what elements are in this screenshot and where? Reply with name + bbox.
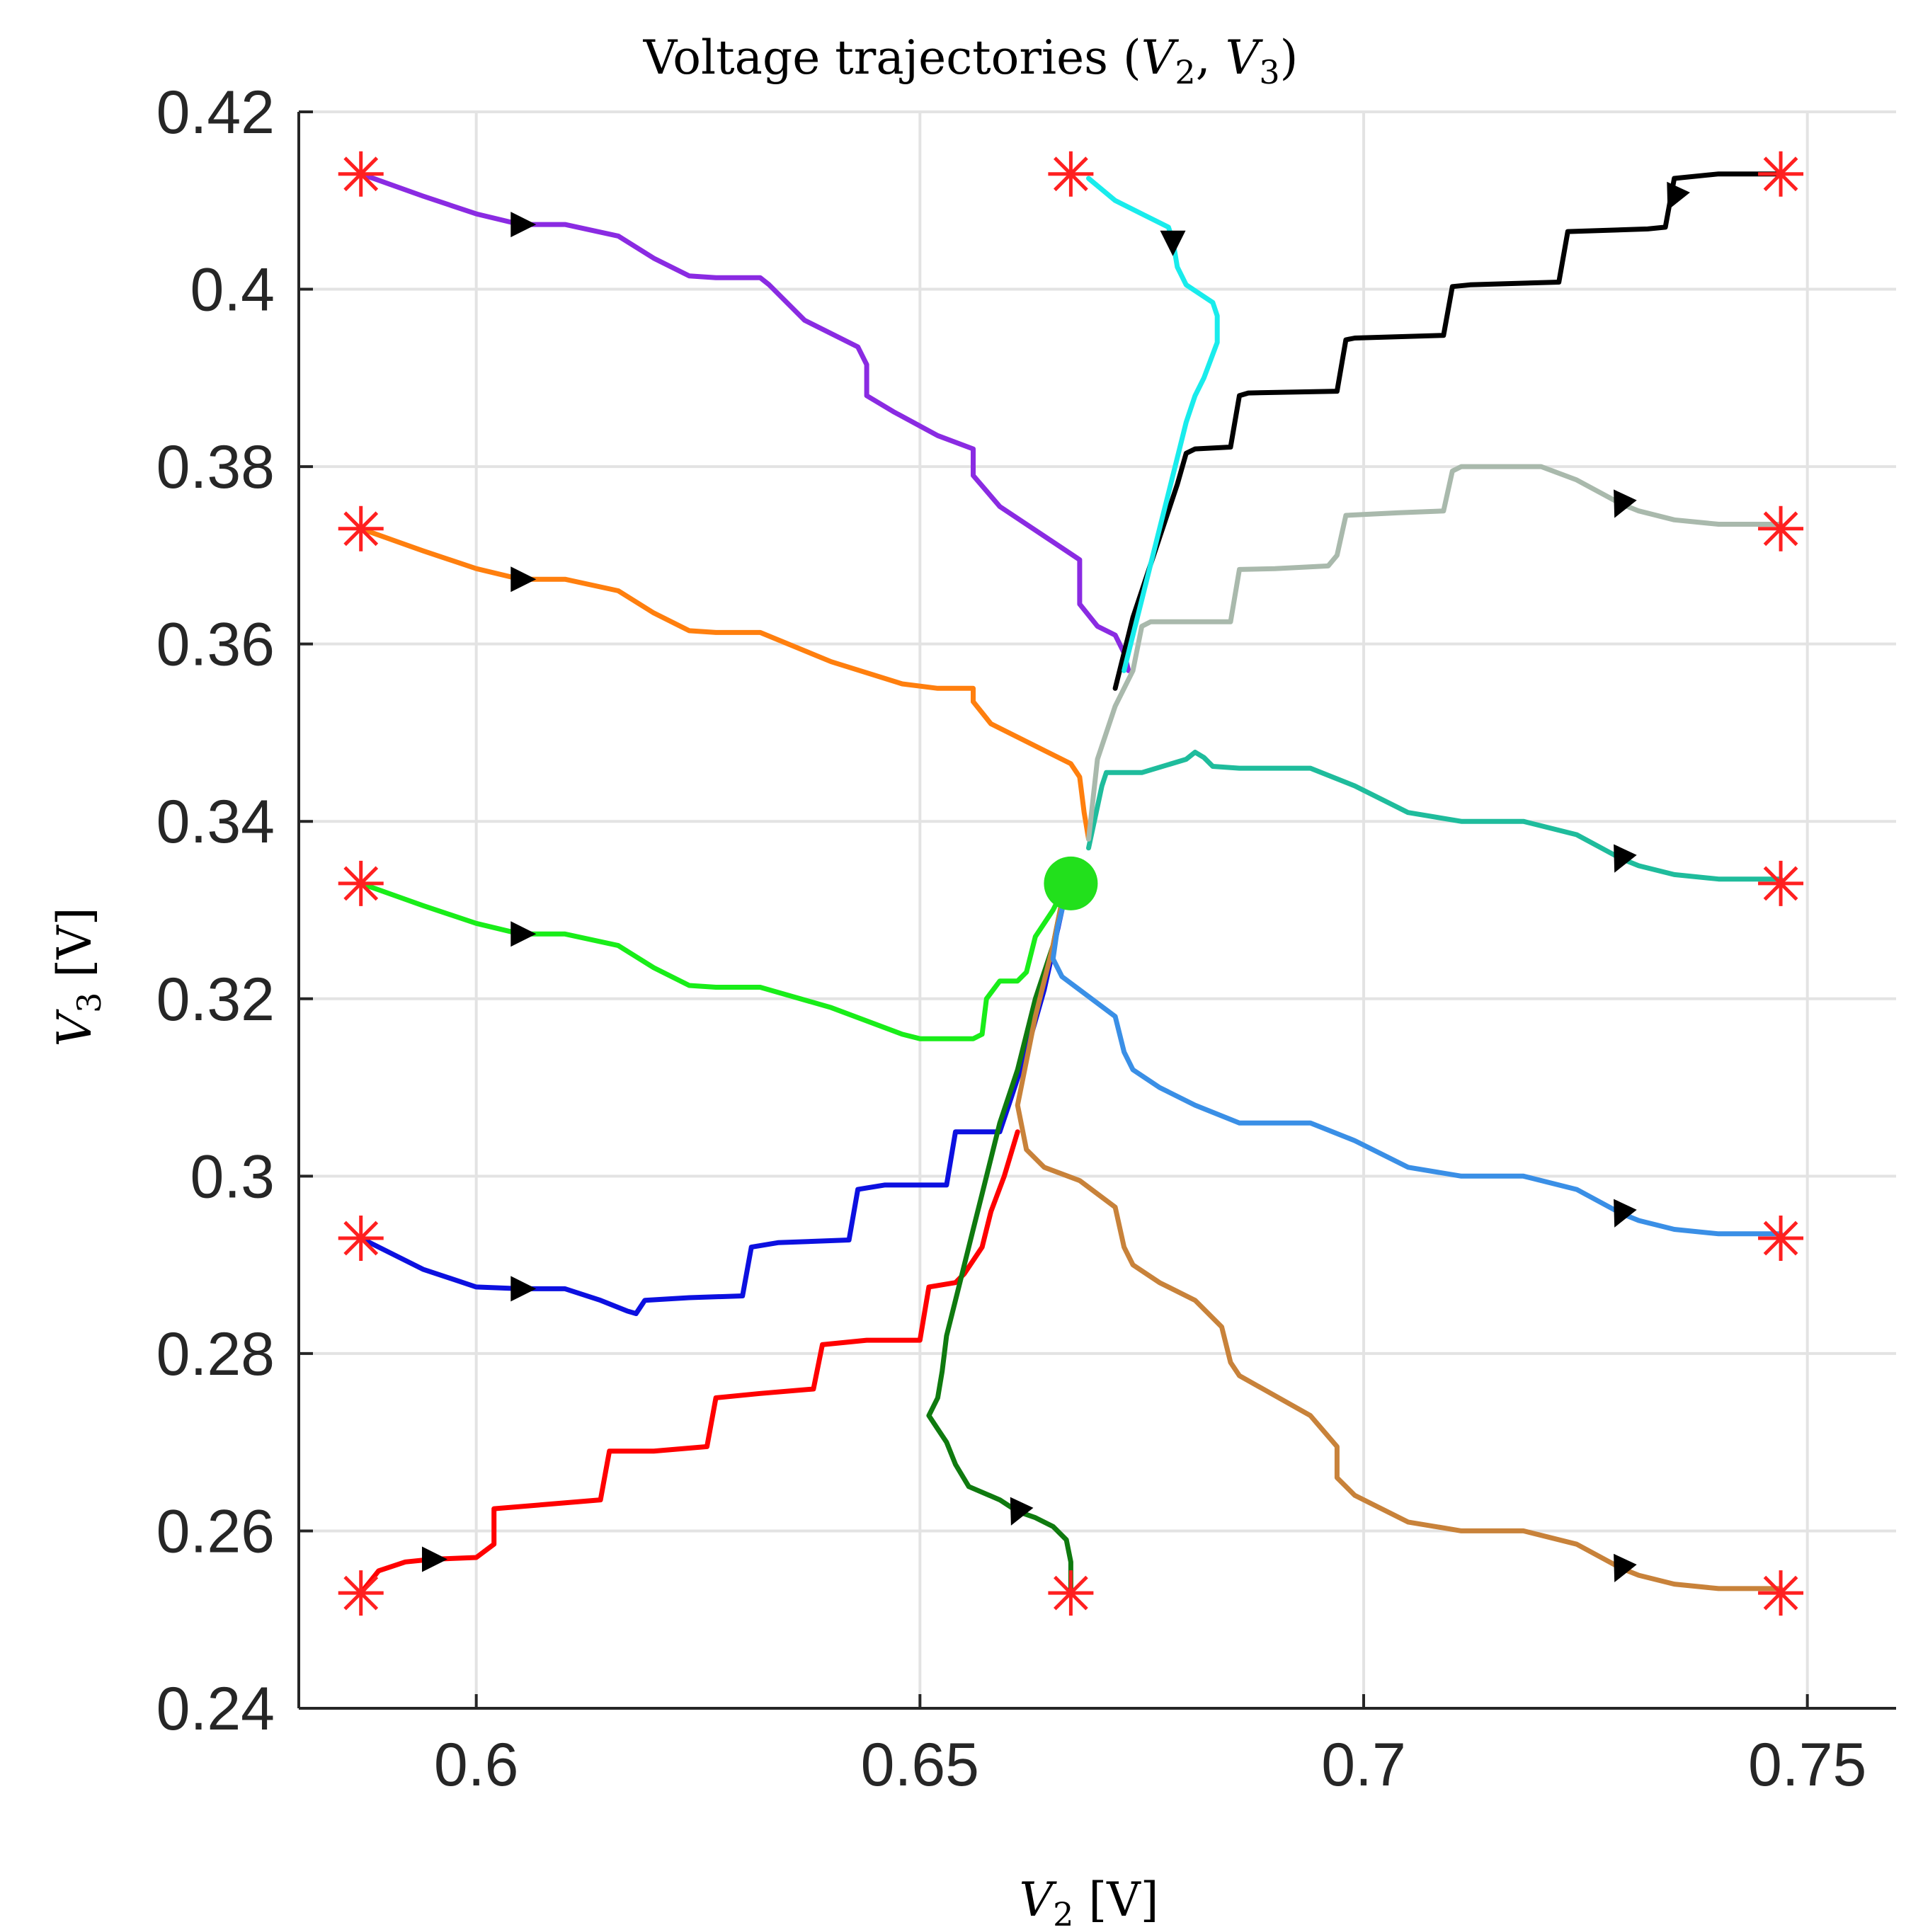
x-tick-label-0: 0.6 <box>434 1731 519 1799</box>
grid-lines <box>299 110 1896 1710</box>
direction-arrow-cyan <box>1160 230 1186 256</box>
start-marker-red <box>338 1570 384 1616</box>
series-line-brown <box>1015 898 1784 1591</box>
y-tick-label-2: 0.28 <box>156 1320 275 1388</box>
equilibrium-point <box>1044 856 1098 910</box>
direction-arrow-brown <box>1614 1553 1637 1583</box>
direction-arrow-light-green <box>510 921 537 947</box>
y-tick-label-1: 0.26 <box>156 1497 275 1565</box>
direction-arrow-teal <box>1614 844 1637 873</box>
start-marker-blue <box>338 1216 384 1262</box>
y-tick-label-6: 0.36 <box>156 611 275 679</box>
series-line-light-green <box>358 881 1065 1041</box>
series-line-teal <box>1086 750 1784 882</box>
series-line-gray <box>1086 464 1784 842</box>
series-line-blue <box>358 908 1065 1316</box>
axes: 0.24 0.26 0.28 0.3 0.32 0.34 0.36 0.38 0.4 0.42 0.… <box>156 79 1896 1799</box>
start-marker-light-green <box>338 860 384 906</box>
series-line-cyan <box>1086 176 1220 673</box>
series-line-dark-green <box>926 898 1073 1596</box>
y-tick-label-7: 0.38 <box>156 433 275 501</box>
start-marker-teal <box>1758 860 1804 906</box>
x-axis-label: V2 [V] <box>1019 1873 1158 1932</box>
x-tick-label-1: 0.65 <box>861 1731 979 1799</box>
start-marker-dark-green <box>1048 1570 1094 1616</box>
y-tick-label-8: 0.4 <box>190 256 275 324</box>
series-line-sky-blue <box>1050 889 1784 1237</box>
x-tick-label-2: 0.7 <box>1321 1731 1406 1799</box>
direction-arrow-sky-blue <box>1614 1199 1637 1228</box>
start-marker-cyan <box>1048 151 1094 197</box>
direction-arrow-black <box>1667 181 1690 210</box>
y-axis-label: V3 [V] <box>47 907 108 1046</box>
x-tick-label-3: 0.75 <box>1748 1731 1866 1799</box>
direction-arrow-orange <box>510 566 537 593</box>
direction-arrow-purple <box>510 212 537 238</box>
start-marker-black <box>1758 151 1804 197</box>
start-marker-brown <box>1758 1570 1804 1616</box>
y-tick-label-4: 0.32 <box>156 966 275 1034</box>
direction-arrow-blue <box>510 1276 537 1302</box>
y-tick-label-3: 0.3 <box>190 1143 275 1211</box>
start-marker-gray <box>1758 505 1804 551</box>
start-marker-purple <box>338 151 384 197</box>
start-marker-sky-blue <box>1758 1216 1804 1262</box>
y-tick-label-5: 0.34 <box>156 788 275 856</box>
y-tick-label-9: 0.42 <box>156 79 275 147</box>
start-marker-orange <box>338 505 384 551</box>
direction-arrow-dark-green <box>1010 1497 1034 1526</box>
chart-title: Voltage trajectories (V2, V3) <box>643 30 1299 91</box>
direction-arrow-red <box>422 1546 447 1572</box>
y-tick-label-0: 0.24 <box>156 1675 275 1743</box>
direction-arrow-gray <box>1614 489 1637 518</box>
trajectory-markers <box>338 151 1804 1616</box>
series-line-purple <box>358 171 1131 673</box>
